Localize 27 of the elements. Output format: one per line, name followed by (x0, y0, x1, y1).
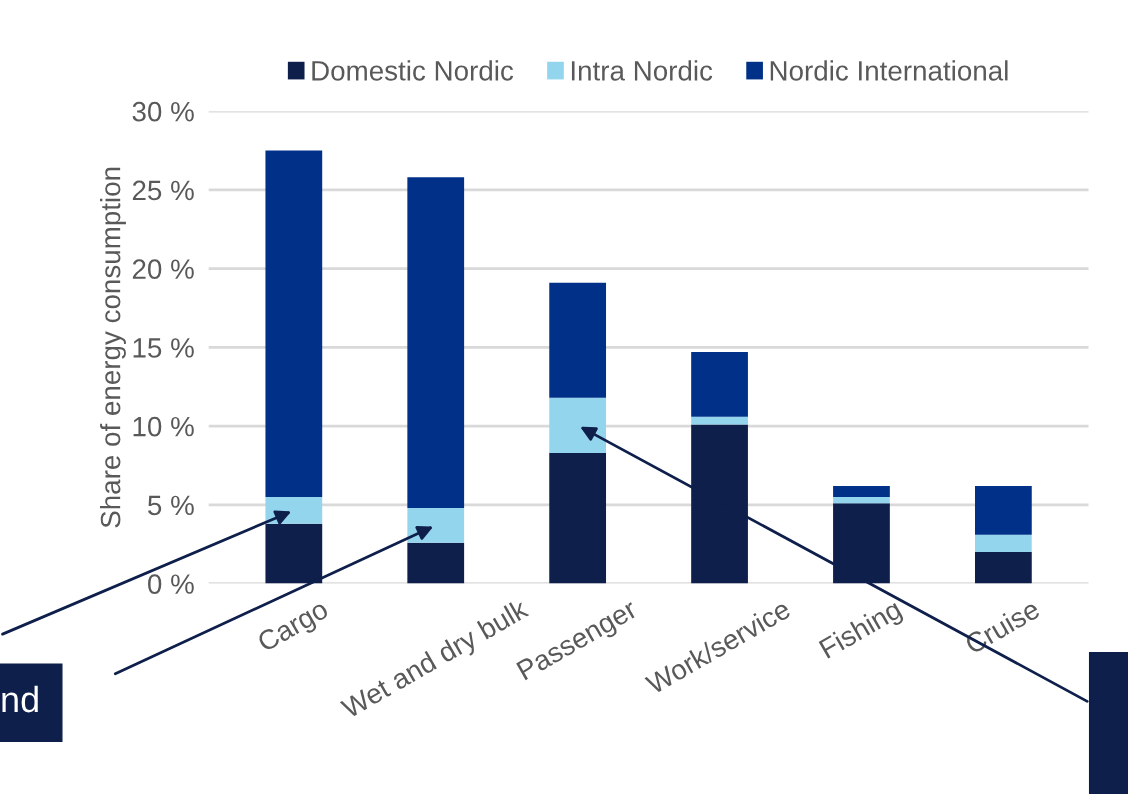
bar (974, 485, 1032, 535)
y-tick-label: 10 % (133, 416, 194, 437)
legend-label: Nordic International (770, 60, 1008, 81)
bar (974, 534, 1032, 553)
legend-label: Intra Nordic (571, 60, 713, 81)
bar (549, 452, 607, 584)
y-tick-label: 0 % (148, 574, 194, 594)
bar (549, 397, 607, 453)
bar (549, 282, 607, 398)
bar (833, 485, 890, 497)
y-tick-label: 15 % (133, 338, 194, 358)
y-axis-title: Share of energy consumption (100, 167, 126, 528)
bar (974, 552, 1032, 584)
legend-label: Domestic Nordic (312, 60, 514, 81)
bar (407, 177, 465, 508)
bar (833, 496, 890, 504)
bar (265, 150, 323, 497)
y-tick-label: 20 % (132, 259, 194, 279)
bar (407, 508, 465, 543)
x-tick-label: Cargo (256, 598, 333, 658)
y-tick-label: 5 % (148, 495, 194, 516)
bar (691, 352, 748, 417)
y-tick-label: 25 % (132, 180, 194, 201)
bar (691, 416, 748, 425)
text: nd (2, 685, 38, 713)
y-tick-label: 30 % (132, 101, 194, 122)
bar (833, 503, 890, 584)
